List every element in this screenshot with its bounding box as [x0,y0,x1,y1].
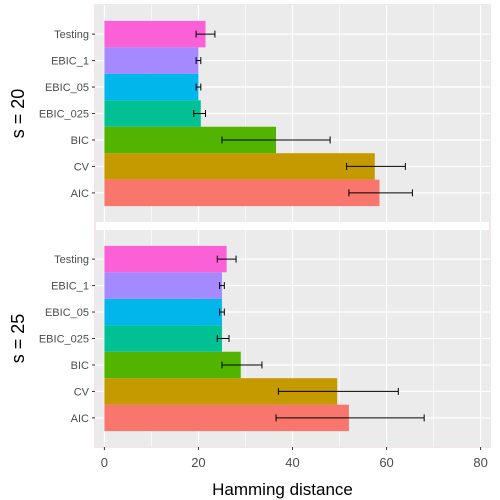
bar-ebic_025 [104,325,222,352]
y-tick-label: EBIC_05 [45,307,89,319]
y-tick-label: CV [74,161,90,173]
bar-testing [104,20,206,48]
bar-ebic_1 [104,47,199,74]
facet-label: s = 20 [8,89,28,139]
y-tick-label: EBIC_1 [51,56,89,68]
bar-bic [104,351,241,379]
y-tick-label: EBIC_1 [51,281,89,293]
y-tick-label: BIC [71,135,89,147]
bar-testing [104,245,227,273]
y-tick-label: CV [74,386,90,398]
bar-aic [104,179,380,207]
x-tick-label: 60 [379,455,393,470]
y-tick-label: BIC [71,360,89,372]
y-tick-label: EBIC_025 [39,109,89,121]
bar-cv [104,153,375,180]
y-tick-label: AIC [71,413,89,425]
x-axis-title: Hamming distance [212,480,353,499]
x-tick-label: 0 [101,455,108,470]
y-tick-label: EBIC_025 [39,334,89,346]
y-tick-label: EBIC_05 [45,82,89,94]
bar-ebic_05 [104,298,222,326]
bar-ebic_025 [104,100,201,127]
x-tick-label: 40 [285,455,299,470]
y-tick-label: AIC [71,188,89,200]
bar-ebic_05 [104,73,199,101]
y-tick-label: Testing [54,254,89,266]
y-tick-label: Testing [54,29,89,41]
facet-label: s = 25 [8,314,28,364]
x-tick-label: 80 [473,455,487,470]
bar-ebic_1 [104,272,222,299]
x-tick-label: 20 [191,455,205,470]
